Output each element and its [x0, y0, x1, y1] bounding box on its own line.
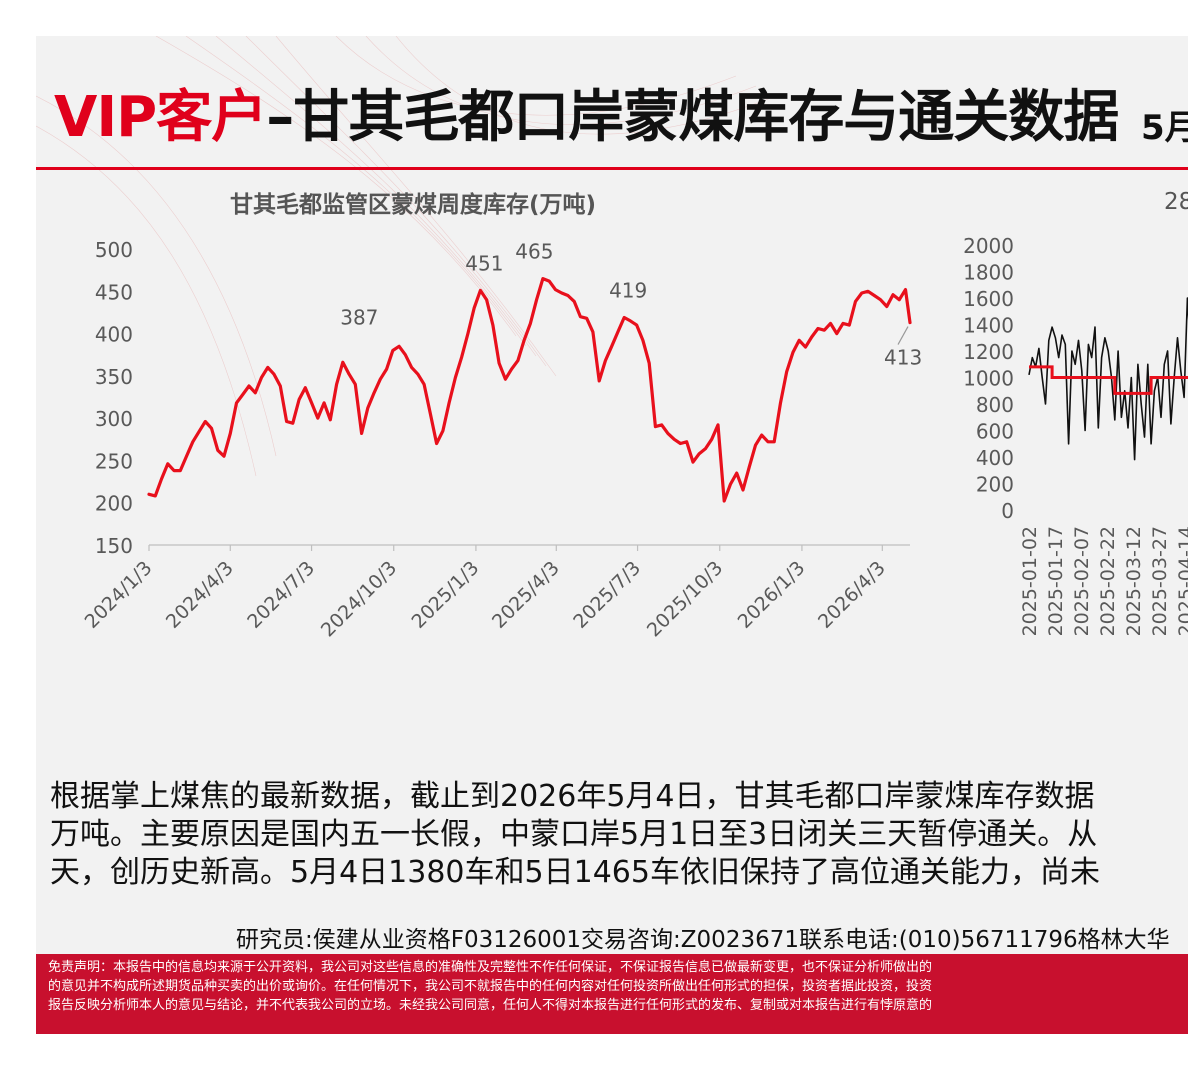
- data-label: 465: [515, 240, 553, 264]
- title-main: –甘其毛都口岸蒙煤库存与通关数据: [266, 85, 1119, 150]
- charts-area: 甘其毛都监管区蒙煤周度库存(万吨) 150 200 250 300 350 400 450 5…: [81, 189, 1188, 641]
- clearance-x-tick-label: 2025-01-17: [1045, 526, 1067, 636]
- inventory-chart-series: [147, 277, 912, 503]
- inventory-x-tick-label: 2026/4/3: [814, 557, 890, 633]
- inventory-x-tick-label: 2025/7/3: [569, 557, 645, 633]
- clearance-y-tick-label: 400: [976, 446, 1014, 470]
- researcher-info: 研究员:侯建从业资格F03126001交易咨询:Z0023671联系电话:(01…: [236, 927, 1170, 953]
- title-underline: [36, 167, 1188, 170]
- data-label: 419: [609, 279, 647, 303]
- analysis-line-1: 根据掌上煤焦的最新数据，截止到2026年5月4日，甘其毛都口岸蒙煤库存数据: [50, 779, 1095, 814]
- clearance-y-tick-label: 1600: [963, 287, 1014, 311]
- analysis-line-2: 万吨。主要原因是国内五一长假，中蒙口岸5月1日至3日闭关三天暂停通关。从: [50, 817, 1098, 852]
- inventory-x-tick-label: 2026/1/3: [734, 557, 810, 633]
- inventory-x-tick-label: 2025/4/3: [488, 557, 564, 633]
- inventory-chart-axes: [148, 544, 910, 551]
- clearance-y-tick-label: 1000: [963, 367, 1014, 391]
- inventory-y-tick-label: 500: [95, 238, 133, 262]
- inventory-line: [147, 277, 912, 503]
- data-label: 413: [884, 346, 922, 370]
- inventory-chart-annotations: 387 451 465 419 413: [340, 240, 922, 370]
- clearance-y-tick-label: 200: [976, 473, 1014, 497]
- inventory-y-tick-label: 150: [95, 534, 133, 558]
- inventory-y-tick-label: 250: [95, 449, 133, 473]
- clearance-y-tick-label: 600: [976, 420, 1014, 444]
- clearance-x-tick-label: 2025-02-22: [1097, 526, 1119, 636]
- clearance-y-tick-label: 1400: [963, 314, 1014, 338]
- clearance-chart-title-fragment: 28: [1164, 189, 1188, 215]
- decorative-wave-lines: [36, 36, 777, 477]
- title-date: 5月: [1141, 108, 1188, 148]
- title-highlight: VIP客户: [54, 85, 267, 150]
- disclaimer-line-2: 的意见并不构成所述期货品种买卖的出价或询价。在任何情况下，我公司不就报告中的任何…: [48, 979, 933, 994]
- inventory-y-tick-label: 350: [95, 365, 133, 389]
- clearance-chart-series: [1028, 297, 1188, 461]
- annotation-leader-line: [897, 326, 909, 345]
- data-label: 387: [340, 306, 378, 330]
- inventory-x-tick-label: 2025/10/3: [643, 557, 727, 641]
- clearance-x-tick-label: 2025-03-27: [1149, 526, 1171, 636]
- clearance-x-tick-label: 2025-04-14: [1175, 526, 1188, 636]
- inventory-x-tick-label: 2025/1/3: [408, 557, 484, 633]
- inventory-x-tick-label: 2024/10/3: [317, 557, 401, 641]
- inventory-y-tick-label: 200: [95, 492, 133, 516]
- disclaimer-line-1: 免责声明：本报告中的信息均来源于公开资料，我公司对这些信息的准确性及完整性不作任…: [48, 960, 933, 975]
- clearance-average-line: [1029, 365, 1188, 395]
- analysis-paragraph: 根据掌上煤焦的最新数据，截止到2026年5月4日，甘其毛都口岸蒙煤库存数据 万吨…: [50, 778, 1188, 892]
- clearance-y-tick-label: 1800: [963, 261, 1014, 285]
- disclaimer-banner: 免责声明：本报告中的信息均来源于公开资料，我公司对这些信息的准确性及完整性不作任…: [36, 954, 1188, 1034]
- analysis-line-3: 天，创历史新高。5月4日1380车和5日1465车依旧保持了高位通关能力，尚未: [50, 855, 1100, 890]
- data-label: 451: [465, 251, 503, 275]
- disclaimer-line-3: 报告反映分析师本人的意见与结论，并不代表我公司的立场。未经我公司同意，任何人不得…: [48, 998, 933, 1013]
- clearance-y-tick-label: 1200: [963, 340, 1014, 364]
- page-title: VIP客户–甘其毛都口岸蒙煤库存与通关数据: [54, 72, 1119, 152]
- clearance-y-tick-label: 800: [976, 393, 1014, 417]
- inventory-y-tick-label: 300: [95, 407, 133, 431]
- clearance-x-tick-label: 2025-03-12: [1123, 526, 1145, 636]
- clearance-y-tick-label: 0: [1001, 499, 1014, 523]
- inventory-y-tick-label: 400: [95, 323, 133, 347]
- clearance-y-tick-label: 2000: [963, 234, 1014, 258]
- inventory-x-tick-label: 2024/4/3: [162, 557, 238, 633]
- clearance-x-tick-label: 2025-01-02: [1019, 526, 1041, 636]
- clearance-x-tick-label: 2025-02-07: [1071, 526, 1093, 636]
- inventory-x-tick-label: 2024/1/3: [81, 557, 157, 633]
- inventory-x-tick-label: 2024/7/3: [243, 557, 319, 633]
- inventory-chart-title: 甘其毛都监管区蒙煤周度库存(万吨): [230, 191, 596, 218]
- slide: VIP客户–甘其毛都口岸蒙煤库存与通关数据 5月 甘其毛都监管区蒙煤周度库存(万…: [36, 36, 1188, 1034]
- inventory-y-tick-label: 450: [95, 280, 133, 304]
